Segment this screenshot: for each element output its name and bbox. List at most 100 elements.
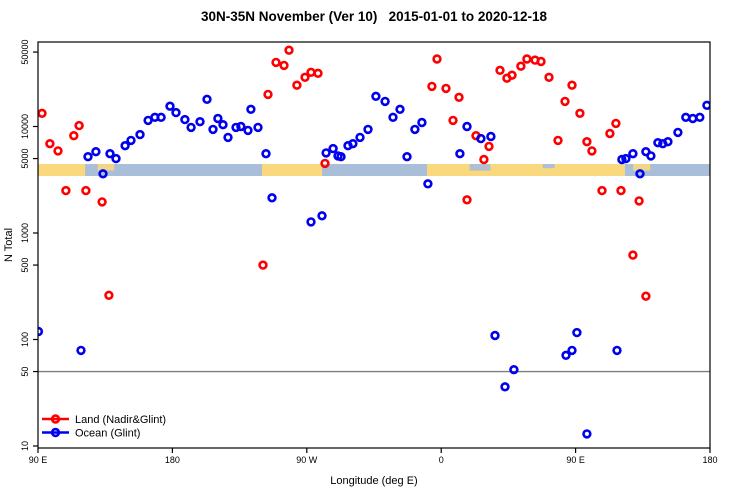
y-axis-tick-label: 10 — [20, 441, 30, 451]
data-point-ocean — [371, 91, 381, 102]
x-axis-tick-label: 180 — [165, 455, 180, 465]
data-point-land — [611, 118, 621, 129]
data-point-ocean — [236, 121, 246, 132]
data-point-ocean — [180, 114, 190, 125]
data-point-ocean — [617, 154, 627, 165]
data-point-ocean — [612, 345, 622, 356]
data-point-ocean — [621, 153, 631, 164]
data-point-ocean — [663, 137, 673, 147]
data-point-land — [628, 250, 638, 260]
data-point-ocean — [653, 138, 663, 148]
data-point-ocean — [91, 147, 101, 157]
data-point-ocean — [202, 94, 212, 105]
data-point-land — [567, 80, 577, 90]
data-point-ocean — [213, 113, 223, 124]
data-point-land — [279, 60, 289, 71]
data-point-land — [258, 260, 268, 270]
data-point-ocean — [695, 112, 705, 123]
y-axis: 10 50 100 500 1000 5000 10000 50000 — [20, 40, 38, 451]
legend-marker-land-icon — [50, 414, 61, 424]
data-point-land — [575, 108, 585, 119]
data-point-land — [536, 56, 546, 67]
data-point-land — [81, 185, 91, 196]
data-point-land — [69, 131, 79, 141]
legend: Land (Nadir&Glint)Ocean (Glint) — [42, 414, 166, 439]
data-point-land — [53, 146, 63, 156]
data-point-land — [448, 115, 458, 126]
data-point-land — [641, 291, 651, 301]
data-point-ocean — [509, 365, 519, 375]
data-point-ocean — [105, 149, 115, 159]
data-point-ocean — [363, 124, 373, 135]
legend-item-land: Land (Nadir&Glint) — [42, 414, 166, 426]
data-point-ocean — [120, 141, 130, 151]
legend-marker-ocean-icon — [50, 427, 61, 438]
y-axis-tick-label: 500 — [20, 258, 30, 273]
data-point-ocean — [490, 330, 500, 341]
data-point-ocean — [165, 101, 175, 111]
legend-label-ocean: Ocean (Glint) — [75, 427, 140, 439]
band-segment-land — [427, 164, 625, 176]
data-point-ocean — [328, 143, 338, 154]
data-point-land — [587, 146, 597, 156]
data-point-ocean — [223, 132, 233, 143]
data-point-ocean — [317, 211, 327, 221]
data-point-land — [553, 135, 563, 146]
data-point-ocean — [455, 149, 465, 159]
data-point-ocean — [410, 124, 420, 135]
data-point-land — [284, 45, 294, 55]
data-point-land — [479, 154, 489, 165]
chart-title: 30N-35N November (Ver 10) 2015-01-01 to … — [201, 9, 547, 24]
y-axis-tick-label: 10000 — [20, 114, 30, 139]
legend-item-ocean: Ocean (Glint) — [42, 427, 140, 439]
band-patch-land — [97, 164, 115, 171]
band-segment-land — [38, 164, 86, 176]
data-point-land — [292, 80, 302, 90]
data-point-ocean — [462, 121, 472, 132]
x-axis-tick-label: 180 — [702, 455, 717, 465]
series-ocean — [38, 91, 710, 439]
data-point-ocean — [306, 217, 316, 227]
data-point-land — [507, 70, 517, 80]
band-patch-land — [633, 164, 651, 171]
data-point-ocean — [336, 152, 346, 162]
data-point-ocean — [246, 104, 256, 115]
data-point-ocean — [395, 104, 405, 115]
data-point-ocean — [388, 112, 398, 123]
data-point-land — [320, 158, 330, 169]
data-point-ocean — [186, 122, 196, 133]
data-point-ocean — [561, 350, 571, 360]
data-point-ocean — [195, 116, 205, 127]
data-point-land — [45, 139, 55, 149]
data-point-ocean — [126, 135, 136, 146]
data-point-land — [427, 81, 437, 92]
data-point-ocean — [231, 122, 241, 133]
data-point-land — [522, 54, 532, 64]
plot-area — [38, 42, 710, 448]
data-point-land — [263, 89, 273, 100]
data-point-ocean — [572, 327, 582, 338]
data-point-ocean — [208, 124, 218, 135]
legend-label-land: Land (Nadir&Glint) — [75, 414, 166, 426]
y-axis-tick-label: 50 — [20, 367, 30, 377]
data-point-land — [74, 120, 84, 131]
data-point-ocean — [98, 169, 108, 179]
data-point-ocean — [171, 107, 181, 118]
data-point-land — [454, 92, 464, 103]
y-axis-tick-label: 50000 — [20, 40, 30, 65]
data-point-ocean — [476, 133, 486, 144]
data-point-land — [495, 65, 505, 76]
data-point-ocean — [673, 127, 683, 138]
data-point-land — [271, 57, 281, 68]
data-point-land — [484, 141, 494, 152]
data-point-land — [560, 96, 570, 107]
data-point-ocean — [267, 193, 277, 203]
y-axis-tick-label: 100 — [20, 332, 30, 347]
data-point-ocean — [111, 153, 121, 164]
plot-border — [37, 41, 711, 449]
data-point-land — [634, 196, 644, 206]
data-point-ocean — [646, 151, 656, 161]
data-point-ocean — [486, 131, 496, 142]
data-point-land — [61, 185, 71, 196]
